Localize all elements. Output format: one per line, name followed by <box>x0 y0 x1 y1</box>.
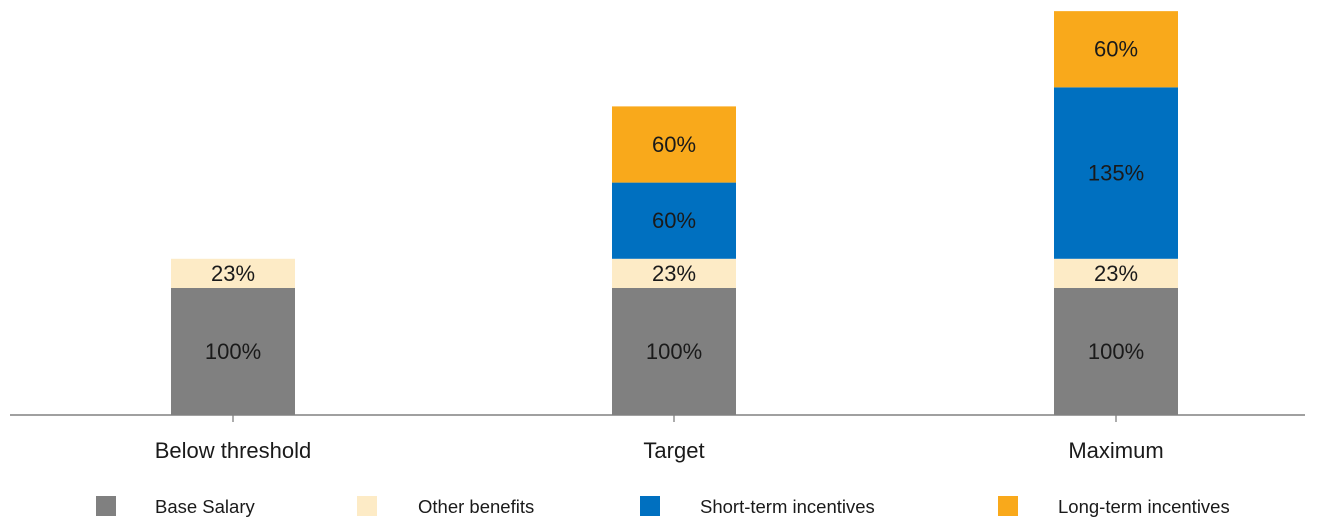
data-label-base-salary-maximum: 100% <box>1088 339 1144 364</box>
legend-label-other-benefits: Other benefits <box>418 496 535 517</box>
legend-swatch-base-salary <box>96 496 116 516</box>
data-label-base-salary-target: 100% <box>646 339 702 364</box>
data-label-short-term-incentives-maximum: 135% <box>1088 161 1144 186</box>
x-tick-label-below-threshold: Below threshold <box>155 438 312 463</box>
data-label-long-term-incentives-target: 60% <box>652 132 696 157</box>
bar-segment-other-benefits-below-threshold <box>171 258 295 288</box>
x-tick-label-target: Target <box>643 438 704 463</box>
data-label-long-term-incentives-maximum: 60% <box>1094 37 1138 62</box>
legend-label-short-term-incentives: Short-term incentives <box>700 496 875 517</box>
legend-swatch-long-term-incentives <box>998 496 1018 516</box>
bar-segment-base-salary-target <box>612 288 736 415</box>
bar-segment-long-term-incentives-target <box>612 106 736 183</box>
x-axis-ticks <box>232 415 1117 422</box>
bar-segment-short-term-incentives-target <box>612 182 736 259</box>
segment-labels-layer: 100% 23% 100% 23% 60% 60% 100% 23% 135% 60% <box>205 37 1144 364</box>
data-label-short-term-incentives-target: 60% <box>652 208 696 233</box>
legend-swatch-other-benefits <box>357 496 377 516</box>
stacked-bar-chart: 100% 23% 100% 23% 60% 60% 100% 23% 135% 60% Below… <box>10 11 1305 463</box>
data-label-base-salary-below-threshold: 100% <box>205 339 261 364</box>
category-labels-layer: Below threshold Target Maximum <box>155 438 1164 463</box>
data-label-other-benefits-maximum: 23% <box>1094 261 1138 286</box>
legend-swatch-short-term-incentives <box>640 496 660 516</box>
legend-label-long-term-incentives: Long-term incentives <box>1058 496 1230 517</box>
bar-segment-other-benefits-maximum <box>1054 258 1178 288</box>
bar-segment-other-benefits-target <box>612 258 736 288</box>
data-label-other-benefits-target: 23% <box>652 261 696 286</box>
bars-layer <box>171 11 1178 415</box>
legend: Base Salary Other benefits Short-term ince… <box>0 495 1325 523</box>
legend-label-base-salary: Base Salary <box>155 496 255 517</box>
data-label-other-benefits-below-threshold: 23% <box>211 261 255 286</box>
bar-segment-base-salary-maximum <box>1054 288 1178 415</box>
bar-segment-base-salary-below-threshold <box>171 288 295 415</box>
bar-segment-short-term-incentives-maximum <box>1054 87 1178 259</box>
bar-segment-long-term-incentives-maximum <box>1054 11 1178 88</box>
x-tick-label-maximum: Maximum <box>1068 438 1163 463</box>
